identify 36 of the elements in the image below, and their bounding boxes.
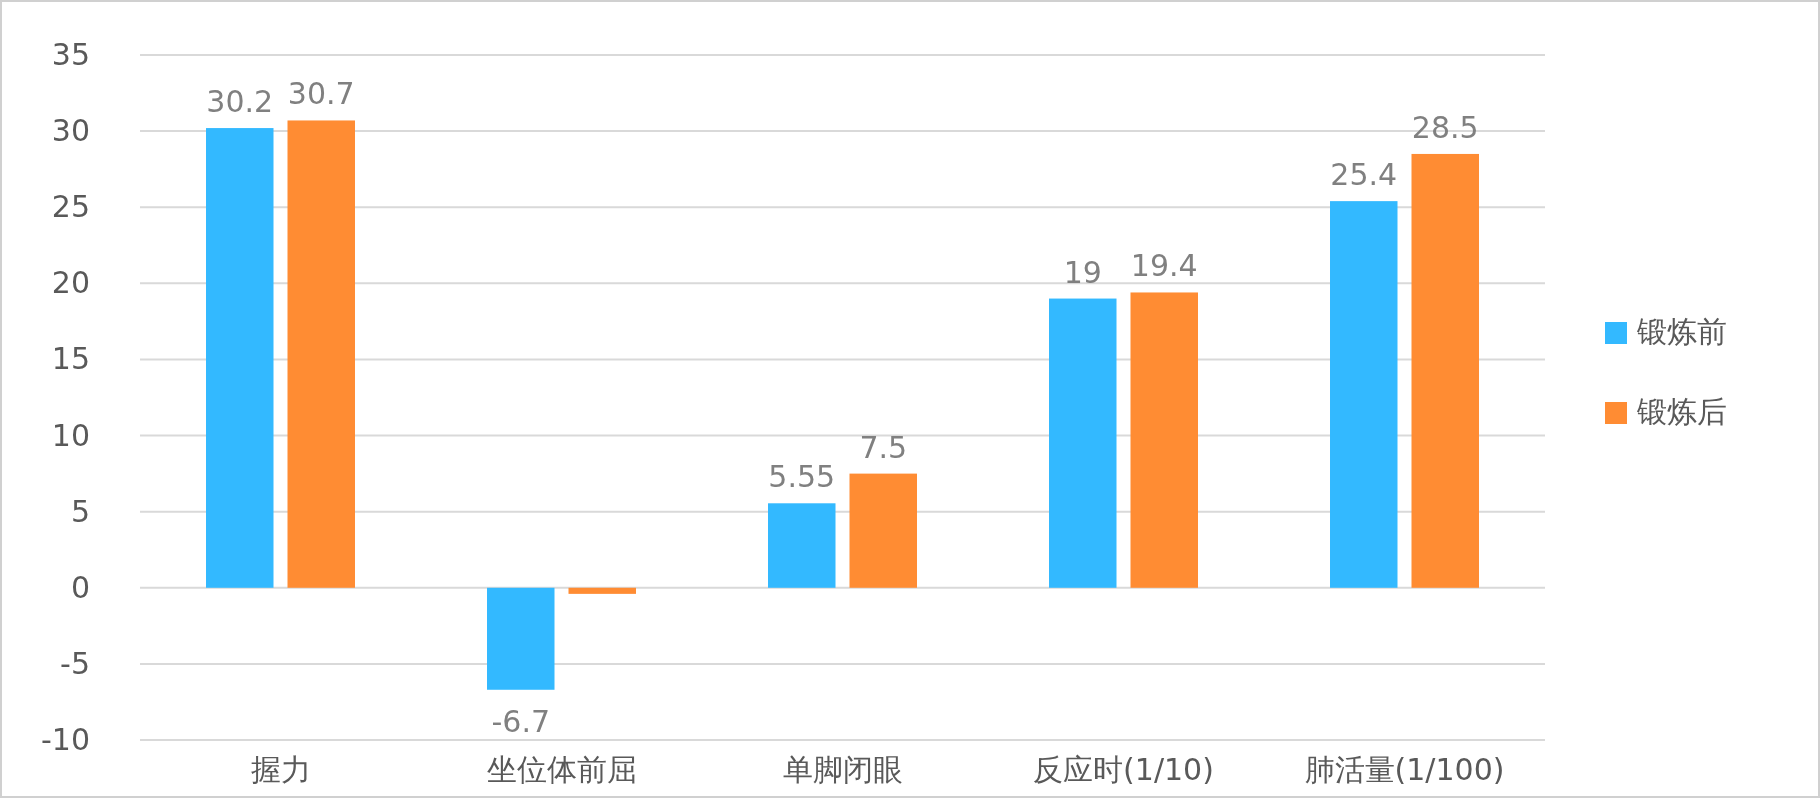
x-tick-label: 肺活量(1/100) bbox=[1304, 752, 1505, 787]
y-tick-label: 5 bbox=[70, 493, 90, 529]
x-tick-label: 坐位体前屈 bbox=[486, 752, 637, 787]
legend-label: 锻炼后 bbox=[1636, 394, 1727, 429]
bar bbox=[206, 128, 274, 588]
bar bbox=[1411, 153, 1479, 588]
bar bbox=[1049, 298, 1117, 588]
y-tick-label: 30 bbox=[51, 113, 90, 149]
data-label: 19 bbox=[1063, 254, 1102, 290]
y-tick-label: 35 bbox=[51, 37, 90, 72]
y-tick-label: 0 bbox=[70, 569, 90, 605]
bar bbox=[487, 587, 555, 690]
data-label: 5.55 bbox=[768, 459, 836, 495]
bar bbox=[849, 473, 917, 588]
y-tick-label: 10 bbox=[51, 417, 90, 453]
data-label: 30.7 bbox=[287, 76, 355, 112]
bar bbox=[287, 120, 355, 588]
data-label: 25.4 bbox=[1330, 157, 1398, 193]
bar bbox=[768, 503, 836, 588]
data-label: 30.2 bbox=[206, 84, 274, 120]
y-tick-label: -5 bbox=[60, 645, 90, 681]
legend-label: 锻炼前 bbox=[1636, 314, 1727, 349]
data-label: 19.4 bbox=[1130, 248, 1198, 284]
y-tick-label: 20 bbox=[51, 265, 90, 301]
x-tick-label: 握力 bbox=[250, 752, 311, 787]
data-label: 7.5 bbox=[859, 429, 908, 465]
y-tick-label: 25 bbox=[51, 189, 90, 225]
data-label: -6.7 bbox=[491, 703, 551, 739]
data-label: 28.5 bbox=[1411, 109, 1479, 145]
bar bbox=[568, 587, 636, 594]
x-tick-label: 单脚闭眼 bbox=[782, 752, 903, 787]
y-tick-label: -10 bbox=[41, 722, 90, 757]
y-tick-label: 15 bbox=[51, 341, 90, 377]
x-tick-label: 反应时(1/10) bbox=[1033, 752, 1214, 787]
bar bbox=[1330, 201, 1398, 588]
bar bbox=[1130, 292, 1198, 588]
